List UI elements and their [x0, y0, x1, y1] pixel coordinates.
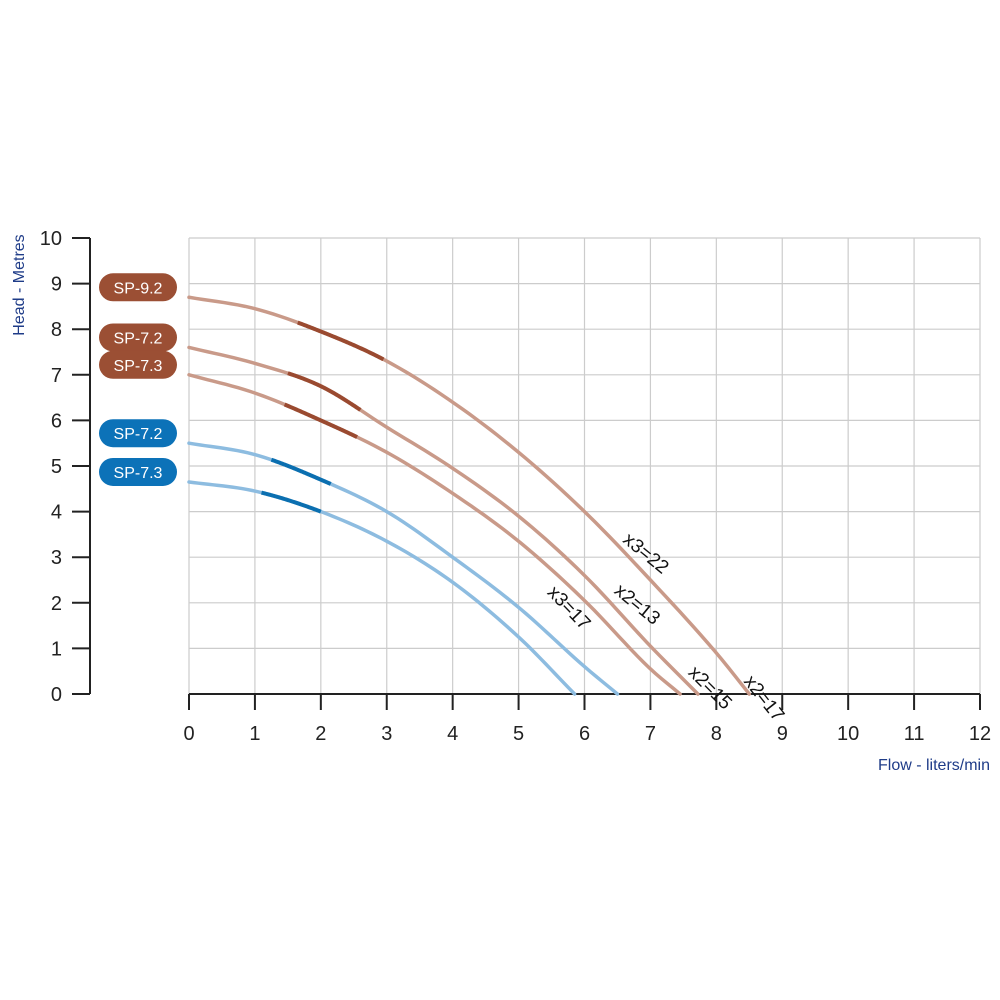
y-tick-label: 2: [51, 593, 62, 615]
y-tick-label: 3: [51, 547, 62, 569]
y-tick-label: 5: [51, 456, 62, 478]
x-tick-label: 2: [315, 723, 326, 745]
curve-label: x2=17: [739, 672, 788, 726]
series-badges: SP-9.2 SP-7.2 SP-7.3 SP-7.2 SP-7.3: [99, 273, 177, 486]
y-tick-label: 7: [51, 365, 62, 387]
badge-label: SP-7.2: [114, 330, 163, 347]
x-tick-label: 1: [249, 723, 260, 745]
series-badge: SP-9.2: [99, 273, 177, 302]
x-tick-label: 5: [513, 723, 524, 745]
y-tick-label: 10: [40, 228, 62, 250]
curve-highlight-brown-2: [283, 402, 358, 439]
x-tick-label: 0: [183, 723, 194, 745]
series-badge: SP-7.3: [99, 457, 177, 486]
x-tick-label: 9: [777, 723, 788, 745]
series-badge: SP-7.3: [99, 350, 177, 379]
curve-brown-1: [187, 345, 700, 696]
x-tick-label: 12: [969, 723, 991, 745]
curve-brown-2: [187, 373, 682, 696]
x-tick-label: 7: [645, 723, 656, 745]
curve-blue-3: [187, 441, 620, 696]
curve-blue-4: [187, 480, 577, 696]
series-badge: SP-7.2: [99, 323, 177, 352]
x-tick-label: 6: [579, 723, 590, 745]
badge-background: [99, 350, 177, 379]
y-tick-label: 9: [51, 274, 62, 296]
y-tick-label: 6: [51, 410, 62, 432]
series-badge: SP-7.2: [99, 419, 177, 448]
curve-highlight-blue-4: [261, 490, 322, 514]
badge-label: SP-9.2: [114, 280, 163, 297]
y-axis-title: Head - Metres: [11, 234, 28, 335]
curves: [187, 295, 752, 696]
badge-background: [99, 273, 177, 302]
x-tick-label: 11: [904, 723, 925, 745]
curve-brown-0: [187, 295, 752, 696]
badge-label: SP-7.2: [114, 426, 163, 443]
x-tick-label: 10: [837, 723, 859, 745]
x-tick-label: 3: [381, 723, 392, 745]
badge-background: [99, 419, 177, 448]
y-tick-label: 4: [51, 502, 62, 524]
curve-label: x3=17: [543, 582, 594, 634]
badge-label: SP-7.3: [114, 465, 163, 482]
badge-background: [99, 323, 177, 352]
x-tick-label: 4: [447, 723, 458, 745]
y-tick-label: 8: [51, 319, 62, 341]
y-tick-label: 0: [51, 684, 62, 706]
curve-highlight-brown-0: [297, 320, 385, 362]
badge-background: [99, 457, 177, 486]
y-tick-label: 1: [51, 638, 62, 660]
x-axis-title: Flow - liters/min: [878, 757, 990, 774]
badge-label: SP-7.3: [114, 358, 163, 375]
x-tick-label: 8: [711, 723, 722, 745]
curve-highlight-brown-1: [287, 371, 362, 412]
curve-highlight-blue-3: [270, 457, 332, 486]
